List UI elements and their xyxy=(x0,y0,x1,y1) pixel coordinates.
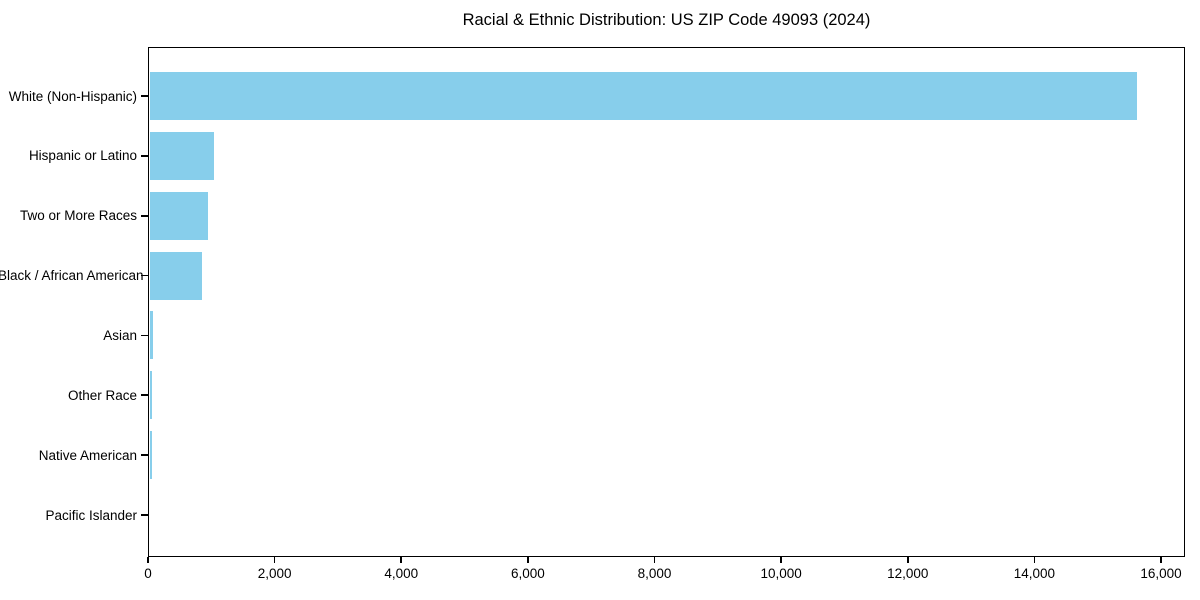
x-axis-tick-label: 8,000 xyxy=(637,566,672,581)
y-axis-label: Black / African American xyxy=(0,268,144,284)
bar xyxy=(149,251,202,300)
x-axis-tick-label: 6,000 xyxy=(510,566,545,581)
plot-area xyxy=(148,47,1185,557)
x-axis-tick xyxy=(1033,557,1036,563)
y-axis-tick xyxy=(141,214,148,217)
bar xyxy=(149,131,214,180)
y-axis-tick xyxy=(141,394,148,397)
x-axis-tick xyxy=(780,557,782,563)
x-axis-tick-label: 14,000 xyxy=(1013,566,1056,581)
y-axis-tick xyxy=(141,334,148,337)
y-axis-label: White (Non-Hispanic) xyxy=(8,88,137,104)
y-axis-label: Hispanic or Latino xyxy=(28,148,137,164)
x-axis-tick-label: 10,000 xyxy=(760,566,802,581)
y-axis-tick xyxy=(141,274,148,277)
bar xyxy=(149,371,153,420)
y-axis-label: Native American xyxy=(38,447,137,463)
bar xyxy=(149,72,1137,120)
x-axis-tick-label: 2,000 xyxy=(257,566,292,581)
bar xyxy=(149,311,154,360)
bar xyxy=(149,431,153,480)
y-axis-tick xyxy=(141,95,148,97)
y-axis-label: Asian xyxy=(103,327,137,343)
x-axis-tick xyxy=(653,557,656,563)
y-axis-tick xyxy=(141,155,148,157)
chart-title: Racial & Ethnic Distribution: US ZIP Cod… xyxy=(462,11,871,29)
x-axis-tick xyxy=(273,557,276,563)
y-axis-label: Two or More Races xyxy=(19,208,137,224)
x-axis-tick xyxy=(147,557,149,563)
x-axis-tick-label: 12,000 xyxy=(887,566,929,581)
x-axis-tick-label: 16,000 xyxy=(1140,566,1182,581)
y-axis-tick xyxy=(141,454,148,456)
y-axis-label: Other Race xyxy=(67,387,137,403)
y-axis-label: Pacific Islander xyxy=(45,507,137,523)
x-axis-tick xyxy=(906,557,909,563)
x-axis-tick xyxy=(527,557,529,563)
x-axis-tick xyxy=(400,557,403,563)
x-axis-tick xyxy=(1160,557,1162,563)
x-axis-tick-label: 0 xyxy=(144,566,152,581)
y-axis-tick xyxy=(141,514,148,516)
x-axis-tick-label: 4,000 xyxy=(384,566,419,581)
bar xyxy=(149,191,208,240)
